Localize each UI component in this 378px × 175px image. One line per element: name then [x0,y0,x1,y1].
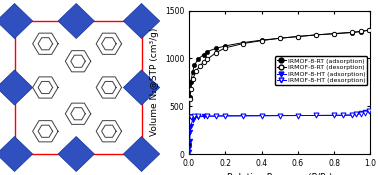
Point [313,33,319,36]
Point [295,114,301,117]
Point [200,115,206,118]
Polygon shape [58,136,94,172]
Point [186,143,192,146]
Polygon shape [0,136,33,172]
Point [195,115,201,118]
Point [191,64,197,66]
Point [188,88,194,90]
Point [213,115,219,117]
Point [187,139,193,142]
Point [349,31,355,34]
Point [353,113,359,116]
Point [240,114,246,117]
Point [193,69,199,72]
Point [277,37,283,40]
Point [358,30,364,33]
Point [295,35,301,38]
Point [313,33,319,36]
Point [200,53,206,56]
Point [187,131,193,133]
Point [349,114,355,117]
X-axis label: Relative Pressure (P/P₀): Relative Pressure (P/P₀) [227,173,333,175]
Point [222,44,228,47]
Point [204,58,210,61]
Polygon shape [123,4,160,38]
Point [186,151,192,153]
Point [358,30,364,33]
Point [204,115,210,118]
Point [213,51,219,54]
Point [222,46,228,49]
Point [295,114,301,117]
Point [340,114,346,117]
Point [213,47,219,50]
Point [259,39,265,42]
Legend: IRMOF-8-RT (adsorption), IRMOF-8-RT (desorption), IRMOF-8-HT (adsorption), IRMOF: IRMOF-8-RT (adsorption), IRMOF-8-RT (des… [275,56,367,85]
Point [349,114,355,116]
Point [188,115,194,118]
Point [204,115,210,118]
Point [187,95,193,98]
Point [295,35,301,38]
Point [353,113,359,116]
Point [313,114,319,117]
Point [277,114,283,117]
Point [366,29,372,32]
Point [331,114,337,117]
Point [187,97,193,100]
Point [190,70,196,73]
Polygon shape [0,4,33,38]
Point [259,114,265,117]
Point [366,110,372,113]
Polygon shape [0,70,33,105]
Point [358,112,364,115]
Polygon shape [123,136,160,172]
Point [331,32,337,35]
Point [222,114,228,117]
Point [362,111,368,114]
Y-axis label: Volume N₂@STP (cm³/g): Volume N₂@STP (cm³/g) [150,28,159,136]
Point [222,114,228,117]
Point [186,114,192,117]
Point [200,61,206,64]
Point [195,58,201,61]
Polygon shape [123,70,160,105]
Point [331,114,337,117]
Point [313,114,319,117]
Point [213,115,219,117]
Point [190,78,196,81]
Point [195,116,201,118]
Point [366,29,372,32]
Point [358,112,364,115]
Point [259,39,265,41]
Point [188,81,194,84]
Point [240,42,246,45]
Polygon shape [58,4,94,38]
Point [188,124,194,127]
Point [349,31,355,34]
Point [204,50,210,53]
Point [191,117,197,120]
Point [186,147,192,150]
Point [191,115,197,118]
Point [240,41,246,44]
Point [197,65,203,67]
Point [240,114,246,117]
Point [366,110,372,113]
Point [277,114,283,117]
Point [362,111,368,114]
Point [331,32,337,35]
Point [277,37,283,40]
Point [340,114,346,117]
Point [259,114,265,117]
Point [190,119,196,121]
